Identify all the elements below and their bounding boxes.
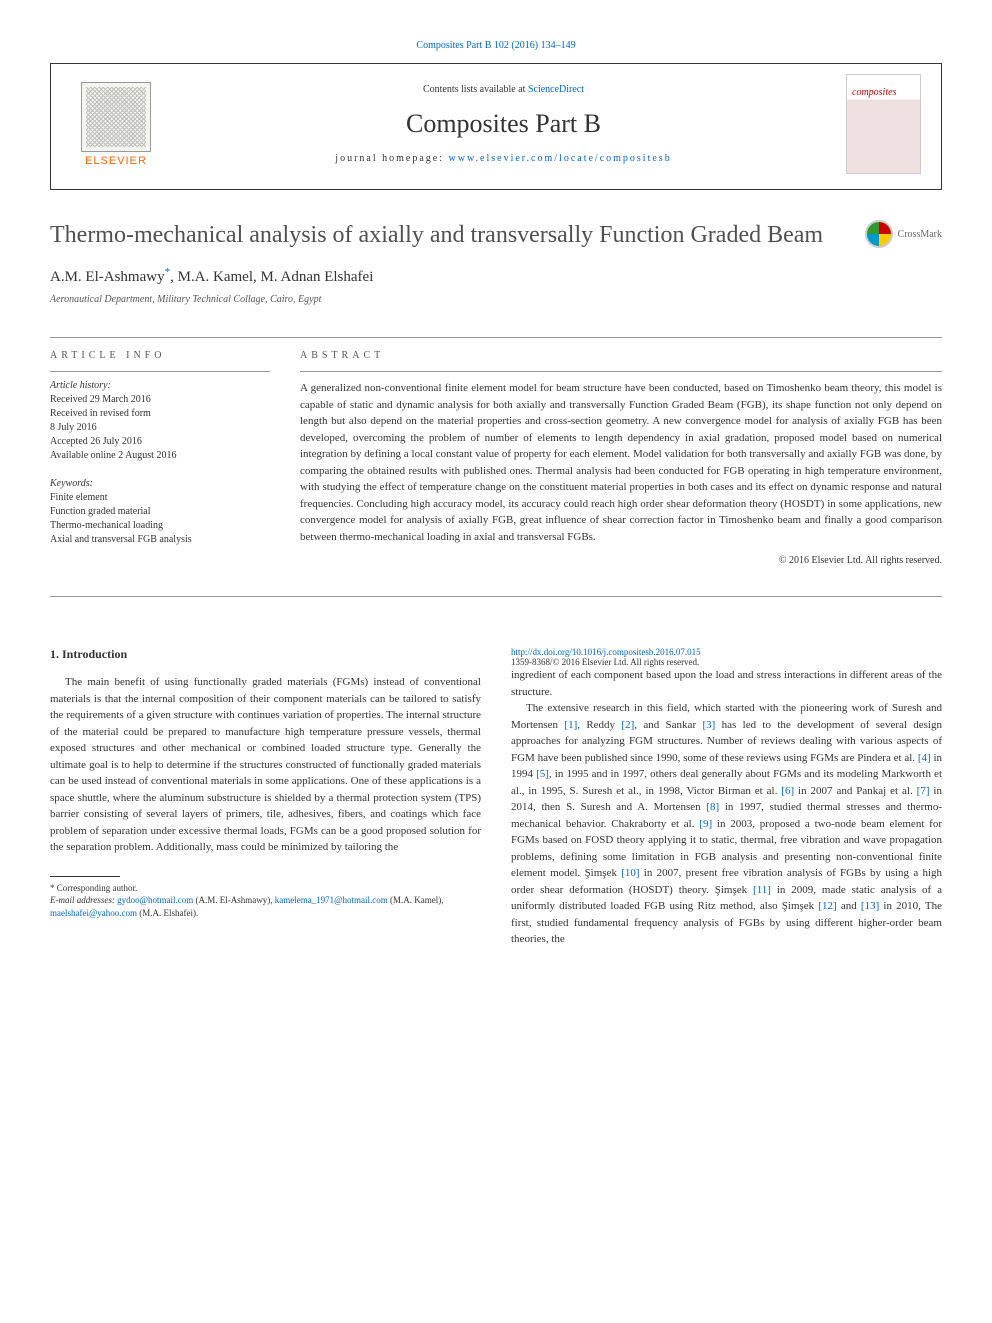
article-info-heading: ARTICLE INFO: [50, 350, 270, 361]
ref-link[interactable]: [5]: [536, 768, 549, 780]
ref-link[interactable]: [12]: [818, 900, 836, 912]
ref-link[interactable]: [13]: [861, 900, 879, 912]
crossmark-badge[interactable]: CrossMark: [865, 220, 942, 248]
journal-header: ELSEVIER Contents lists available at Sci…: [50, 63, 942, 190]
divider: [50, 337, 942, 338]
ref-link[interactable]: [8]: [706, 801, 719, 813]
ref-link[interactable]: [4]: [918, 752, 931, 764]
journal-homepage: journal homepage: www.elsevier.com/locat…: [161, 153, 846, 164]
divider: [50, 596, 942, 597]
abstract-heading: ABSTRACT: [300, 350, 942, 361]
body-paragraph: The main benefit of using functionally g…: [50, 674, 481, 856]
section-heading-intro: 1. Introduction: [50, 647, 481, 662]
body-paragraph: ingredient of each component based upon …: [511, 667, 942, 700]
homepage-link[interactable]: www.elsevier.com/locate/compositesb: [449, 153, 672, 164]
ref-link[interactable]: [7]: [917, 785, 930, 797]
journal-cover-thumbnail: composites: [846, 74, 921, 174]
crossmark-icon: [865, 220, 893, 248]
email-link[interactable]: kamelema_1971@hotmail.com: [275, 895, 388, 905]
publisher-name: ELSEVIER: [85, 155, 147, 167]
ref-link[interactable]: [6]: [781, 785, 794, 797]
elsevier-tree-icon: [81, 82, 151, 152]
affiliation: Aeronautical Department, Military Techni…: [50, 294, 845, 305]
ref-link[interactable]: [9]: [699, 818, 712, 830]
ref-link[interactable]: [2]: [621, 719, 634, 731]
ref-link[interactable]: [10]: [621, 867, 639, 879]
authors: A.M. El-Ashmawy*, M.A. Kamel, M. Adnan E…: [50, 266, 845, 286]
issn-text: 1359-8368/© 2016 Elsevier Ltd. All right…: [511, 657, 699, 667]
ref-link[interactable]: [3]: [702, 719, 715, 731]
keywords-text: Finite element Function graded material …: [50, 491, 270, 547]
email-link[interactable]: maelshafei@yahoo.com: [50, 908, 137, 918]
keywords-label: Keywords:: [50, 478, 270, 489]
abstract-panel: ABSTRACT A generalized non-conventional …: [300, 350, 942, 566]
ref-link[interactable]: [11]: [753, 884, 771, 896]
abstract-text: A generalized non-conventional finite el…: [300, 380, 942, 545]
contents-available: Contents lists available at ScienceDirec…: [161, 84, 846, 95]
email-link[interactable]: gydoo@hotmail.com: [117, 895, 193, 905]
body-paragraph: The extensive research in this field, wh…: [511, 700, 942, 948]
footnote-divider: [50, 876, 120, 877]
ref-link[interactable]: [1]: [564, 719, 577, 731]
email-footnote: E-mail addresses: gydoo@hotmail.com (A.M…: [50, 894, 481, 919]
abstract-copyright: © 2016 Elsevier Ltd. All rights reserved…: [300, 555, 942, 566]
doi-link[interactable]: http://dx.doi.org/10.1016/j.compositesb.…: [511, 647, 701, 657]
publisher-logo: ELSEVIER: [71, 74, 161, 174]
history-text: Received 29 March 2016 Received in revis…: [50, 393, 270, 463]
sciencedirect-link[interactable]: ScienceDirect: [528, 84, 584, 95]
history-label: Article history:: [50, 380, 270, 391]
corresponding-author-footnote: * Corresponding author.: [50, 882, 481, 895]
footer: http://dx.doi.org/10.1016/j.compositesb.…: [511, 647, 942, 667]
paper-title: Thermo-mechanical analysis of axially an…: [50, 220, 845, 251]
main-content: 1. Introduction The main benefit of usin…: [50, 647, 942, 948]
journal-name: Composites Part B: [161, 109, 846, 139]
article-info-panel: ARTICLE INFO Article history: Received 2…: [50, 350, 270, 566]
citation-link[interactable]: Composites Part B 102 (2016) 134–149: [50, 40, 942, 51]
